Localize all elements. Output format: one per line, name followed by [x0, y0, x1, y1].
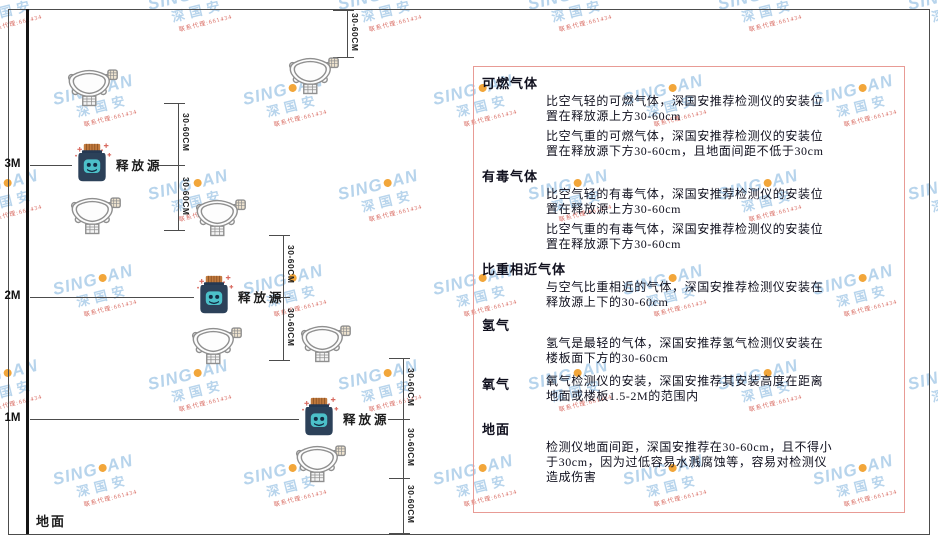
release-source-icon	[302, 397, 339, 436]
watermark-company-text: 深国安	[930, 377, 938, 405]
dimension-text: 30-60CM	[181, 113, 191, 152]
gas-detector-icon	[300, 325, 351, 363]
logo-left-text: SING	[0, 0, 5, 14]
dimension-tick	[164, 230, 185, 231]
dimension-tick	[389, 478, 410, 479]
panel-section: 有毒气体 比空气轻的有毒气体，深国安推荐检测仪的安装位置在释放源上方30-60cm…	[482, 166, 896, 252]
logo-right-text: AN	[390, 0, 420, 1]
panel-section: 可燃气体 比空气轻的可燃气体，深国安推荐检测仪的安装位置在释放源上方30-60cm…	[482, 73, 896, 159]
dimension-text: 30-60CM	[286, 307, 296, 346]
section-paragraph: 比空气重的有毒气体，深国安推荐检测仪的安装位置在释放源下方30-60cm	[546, 222, 824, 251]
info-panel-sections: 可燃气体 比空气轻的可燃气体，深国安推荐检测仪的安装位置在释放源上方30-60cm…	[482, 73, 896, 485]
info-panel: 可燃气体 比空气轻的可燃气体，深国安推荐检测仪的安装位置在释放源上方30-60cm…	[473, 66, 905, 513]
gas-detector-icon	[67, 69, 118, 107]
panel-section: 比重相近气体与空气比重相近的气体，深国安推荐检测仪安装在释放源上下的30-60c…	[482, 259, 896, 310]
logo-right-text: AN	[770, 0, 800, 1]
dimension-tick	[389, 533, 410, 534]
logo-right-text: AN	[10, 0, 40, 1]
release-source	[193, 273, 235, 317]
dimension-tick	[164, 165, 185, 166]
ground-label: 地面	[36, 514, 67, 529]
gas-detector	[66, 63, 120, 107]
level-line	[30, 165, 72, 166]
gas-detector	[294, 439, 348, 483]
panel-section: 氧气 氧气检测仪的安装，深国安推荐其安装高度在距离地面或楼板1.5-2M的范围内	[482, 374, 896, 409]
dimension-text: 30-60CM	[181, 176, 191, 215]
release-source-label: 释放源	[343, 413, 390, 427]
gas-detector-icon	[288, 57, 339, 95]
height-axis-label: 2M	[4, 290, 21, 302]
section-heading: 氧气	[482, 377, 511, 392]
gas-detector	[194, 193, 248, 237]
dimension-tick	[389, 419, 410, 420]
gas-detector	[190, 321, 244, 365]
section-heading: 可燃气体	[482, 76, 539, 91]
height-axis-label: 1M	[4, 412, 21, 424]
release-source-label: 释放源	[116, 159, 163, 173]
dimension-tick	[269, 235, 290, 236]
level-line	[30, 297, 194, 298]
panel-section: 地面检测仪地面间距，深国安推荐在30-60cm，且不得小于30cm，因为过低容易…	[482, 419, 896, 485]
left-wall-line	[26, 9, 29, 534]
logo-right-text: AN	[580, 0, 610, 1]
section-paragraph: 比空气轻的可燃气体，深国安推荐检测仪的安装位置在释放源上方30-60cm	[546, 94, 824, 123]
gas-detector	[299, 319, 353, 363]
logo-left-text: SING	[0, 364, 5, 395]
gas-detector-icon	[191, 327, 242, 365]
release-source	[298, 395, 340, 439]
section-heading: 地面	[482, 422, 511, 437]
section-heading: 有毒气体	[482, 169, 539, 184]
dimension-text: 30-60CM	[406, 484, 416, 523]
gas-detector-icon	[295, 445, 346, 483]
dimension-line	[403, 358, 404, 533]
panel-section: 氢气氢气是最轻的气体，深国安推荐氢气检测仪安装在楼板面下方的30-60cm	[482, 315, 896, 366]
dimension-text: 30-60CM	[350, 12, 360, 51]
dimension-text: 30-60CM	[286, 245, 296, 284]
dimension-tick	[269, 297, 290, 298]
section-paragraph: 氢气是最轻的气体，深国安推荐氢气检测仪安装在楼板面下方的30-60cm	[546, 336, 824, 365]
logo-right-text: AN	[200, 0, 230, 1]
dimension-line	[347, 10, 348, 57]
room-frame	[8, 9, 930, 535]
release-source-icon	[197, 275, 234, 314]
gas-detector-icon	[70, 197, 121, 235]
dimension-tick	[269, 360, 290, 361]
dimension-line	[178, 103, 179, 230]
height-axis-label: 3M	[4, 158, 21, 170]
gas-detector-icon	[195, 199, 246, 237]
section-paragraph: 氧气检测仪的安装，深国安推荐其安装高度在距离地面或楼板1.5-2M的范围内	[546, 374, 824, 403]
release-source	[71, 141, 113, 185]
level-line	[30, 419, 299, 420]
section-paragraph: 与空气比重相近的气体，深国安推荐检测仪安装在释放源上下的30-60cm	[546, 280, 824, 309]
dimension-tick	[389, 358, 410, 359]
section-paragraph: 检测仪地面间距，深国安推荐在30-60cm，且不得小于30cm，因为过低容易水溅…	[546, 440, 833, 484]
watermark-company-text: 深国安	[930, 0, 938, 25]
gas-detector	[287, 51, 341, 95]
dimension-text: 30-60CM	[406, 427, 416, 466]
dimension-tick	[164, 103, 185, 104]
logo-left-text: SING	[0, 174, 5, 205]
gas-detector	[69, 191, 123, 235]
section-heading: 比重相近气体	[482, 262, 567, 277]
dimension-tick	[333, 57, 354, 58]
dimension-text: 30-60CM	[406, 367, 416, 406]
release-source-icon	[75, 143, 112, 182]
release-source-label: 释放源	[238, 291, 285, 305]
dimension-tick	[333, 10, 354, 11]
section-paragraph: 比空气重的可燃气体，深国安推荐检测仪的安装位置在释放源下方30-60cm，且地面…	[546, 129, 824, 158]
section-paragraph: 比空气轻的有毒气体，深国安推荐检测仪的安装位置在释放源上方30-60cm	[546, 187, 824, 216]
section-heading: 氢气	[482, 318, 511, 333]
watermark-company-text: 深国安	[930, 187, 938, 215]
